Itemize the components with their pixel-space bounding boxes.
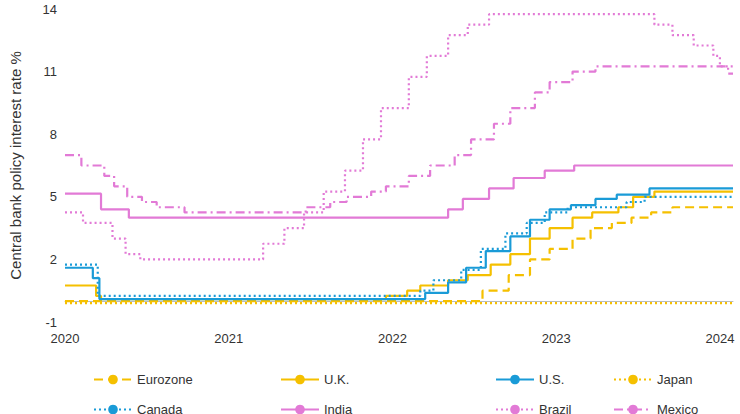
svg-text:2021: 2021 <box>214 331 243 346</box>
svg-text:Brazil: Brazil <box>539 402 572 414</box>
svg-text:Mexico: Mexico <box>657 402 698 414</box>
svg-text:Central bank policy interest r: Central bank policy interest rate % <box>7 51 24 279</box>
svg-text:2023: 2023 <box>542 331 571 346</box>
svg-text:11: 11 <box>44 64 58 79</box>
svg-text:2020: 2020 <box>51 331 80 346</box>
svg-text:India: India <box>324 402 353 414</box>
svg-text:Canada: Canada <box>137 402 183 414</box>
svg-text:U.K.: U.K. <box>324 372 349 387</box>
svg-text:Japan: Japan <box>657 372 692 387</box>
svg-text:8: 8 <box>50 127 57 142</box>
svg-text:U.S.: U.S. <box>539 372 564 387</box>
svg-text:2: 2 <box>50 252 57 267</box>
svg-text:2024: 2024 <box>705 331 734 346</box>
svg-text:5: 5 <box>50 189 57 204</box>
svg-text:2022: 2022 <box>378 331 407 346</box>
svg-text:-1: -1 <box>45 315 57 330</box>
svg-text:14: 14 <box>43 2 57 17</box>
svg-text:Eurozone: Eurozone <box>137 372 193 387</box>
